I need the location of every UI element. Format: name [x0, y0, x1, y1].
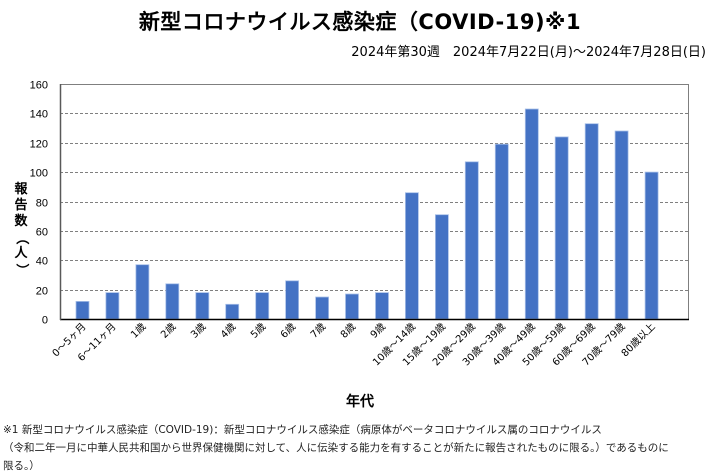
bar [375, 292, 389, 320]
y-axis-label-char: 報 [14, 182, 28, 197]
x-tick-label: 2歳 [158, 321, 178, 341]
x-tick-label: 8歳 [338, 321, 358, 341]
y-axis-label-char: （ [14, 231, 29, 245]
y-axis-label-char: 告 [14, 198, 28, 213]
chart-subtitle: 2024年第30週 2024年7月22日(月)～2024年7月28日(日) [351, 45, 706, 60]
bar [135, 264, 150, 320]
bar [225, 303, 240, 320]
bar [404, 192, 419, 320]
y-tick-label: 80 [36, 198, 48, 210]
bar [464, 161, 479, 320]
footnote-line: （令和二年一月に中華人民共和国から世界保健機関に対して、人に伝染する能力を有する… [3, 442, 669, 454]
footnote: ※1 新型コロナウイルス感染症（COVID-19)：新型コロナウイルス感染症（病… [3, 421, 718, 475]
bars [75, 108, 659, 320]
bar [554, 136, 569, 320]
x-tick-label: 5歳 [248, 321, 268, 341]
bar [524, 108, 539, 320]
y-tick-label: 140 [30, 109, 48, 121]
y-axis-label-char: 数 [14, 214, 28, 229]
y-tick-label: 160 [30, 80, 48, 92]
y-tick-label: 100 [30, 168, 48, 180]
bar [494, 143, 509, 320]
x-tick-label: 3歳 [188, 321, 208, 341]
bar [584, 123, 599, 320]
bar [434, 214, 449, 320]
footnote-line: ※1 新型コロナウイルス感染症（COVID-19)：新型コロナウイルス感染症（病… [3, 424, 602, 436]
footnote-line: 限る。） [3, 460, 40, 472]
bar [315, 296, 330, 320]
y-axis-label: 報告数 （人 ） [12, 182, 30, 278]
x-axis-label: 年代 [346, 394, 374, 410]
y-tick-label: 0 [42, 315, 48, 327]
y-tick-label: 60 [36, 227, 48, 239]
bar [255, 292, 270, 320]
x-tick-label: 1歳 [128, 321, 148, 341]
bar [105, 292, 120, 320]
x-tick-label: 7歳 [308, 321, 328, 341]
bar [345, 293, 359, 320]
y-axis-label-char: 人 [14, 246, 28, 261]
bar [195, 292, 210, 320]
y-tick-label: 120 [30, 139, 48, 151]
bar [165, 283, 180, 320]
y-tick-labels: 0 20 40 60 80 100 120 140 160 [30, 80, 48, 327]
bar [614, 130, 629, 320]
x-tick-label: 9歳 [368, 321, 388, 341]
bar [75, 300, 90, 320]
y-tick-label: 20 [36, 286, 48, 298]
y-tick-label: 40 [36, 256, 48, 268]
bar [644, 171, 659, 320]
y-axis-label-char: ） [14, 263, 29, 277]
bar [285, 280, 300, 320]
x-tick-label: 4歳 [218, 321, 238, 341]
x-tick-label: 6歳 [278, 321, 298, 341]
chart-title: 新型コロナウイルス感染症（COVID-19)※1 [138, 10, 582, 34]
